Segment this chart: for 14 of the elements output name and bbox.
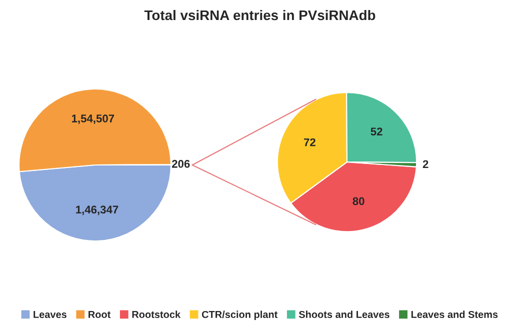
legend-label: CTR/scion plant — [202, 310, 278, 320]
data-label: 80 — [352, 197, 364, 206]
data-label: 52 — [370, 128, 382, 136]
legend-label: Leaves — [34, 311, 66, 318]
legend-label: Root — [88, 311, 111, 318]
data-label: 2 — [422, 160, 428, 168]
text: Total vsiRNA entries in PVsiRNAdb — [144, 10, 376, 20]
data-label: 1,54,507 — [72, 114, 114, 124]
data-label: 206 — [172, 160, 190, 168]
legend-label: Leaves and Stems — [411, 310, 498, 318]
legend-label: Shoots and Leaves — [298, 310, 390, 318]
legend-label: Rootstock — [132, 310, 181, 318]
data-label: 72 — [304, 138, 316, 146]
data-label: 1,46,347 — [76, 206, 118, 216]
